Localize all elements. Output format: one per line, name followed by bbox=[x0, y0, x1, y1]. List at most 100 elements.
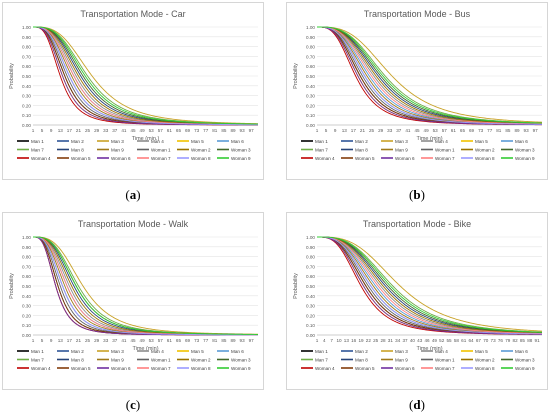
series-line-woman-8 bbox=[33, 236, 258, 336]
legend-label: Man 5 bbox=[191, 139, 204, 144]
series-line-woman-9 bbox=[317, 236, 543, 333]
y-tick-label: 0.90 bbox=[22, 35, 31, 40]
x-tick-label: 9 bbox=[50, 338, 53, 343]
legend-label: Woman 2 bbox=[191, 357, 211, 362]
series-line-woman-6 bbox=[317, 26, 542, 126]
legend-label: Man 9 bbox=[111, 357, 124, 362]
y-tick-label: 0.50 bbox=[306, 284, 315, 289]
y-tick-label: 0.30 bbox=[22, 94, 31, 99]
x-tick-label: 49 bbox=[140, 128, 146, 133]
legend-label: Woman 3 bbox=[515, 357, 535, 362]
x-tick-label: 19 bbox=[358, 338, 364, 343]
y-tick-label: 0.10 bbox=[22, 113, 31, 118]
legend-label: Man 1 bbox=[315, 349, 328, 354]
legend-label: Man 2 bbox=[355, 349, 368, 354]
legend-label: Woman 2 bbox=[475, 357, 495, 362]
x-tick-label: 1 bbox=[316, 128, 319, 133]
x-tick-label: 25 bbox=[369, 128, 375, 133]
legend-label: Woman 9 bbox=[515, 156, 535, 161]
x-tick-label: 58 bbox=[454, 338, 460, 343]
x-tick-label: 33 bbox=[387, 128, 393, 133]
x-tick-label: 53 bbox=[149, 338, 155, 343]
x-tick-label: 25 bbox=[373, 338, 379, 343]
x-tick-label: 53 bbox=[433, 128, 439, 133]
x-tick-label: 10 bbox=[336, 338, 342, 343]
sub-label-c: (c) bbox=[125, 397, 141, 412]
chart-walk: Transportation Mode - Walk 0.00 0.10 0.20 0.… bbox=[9, 219, 259, 371]
x-tick-label: 21 bbox=[360, 128, 366, 133]
x-tick-label: 1 bbox=[32, 338, 35, 343]
x-tick-label: 65 bbox=[176, 338, 182, 343]
legend-label: Man 2 bbox=[355, 139, 368, 144]
y-tick-label: 0.40 bbox=[22, 294, 31, 299]
sub-label-a: (a) bbox=[125, 187, 141, 202]
legend-label: Man 8 bbox=[355, 147, 368, 152]
x-tick-label: 1 bbox=[316, 338, 319, 343]
x-tick-label: 17 bbox=[351, 128, 357, 133]
legend-label: Woman 3 bbox=[231, 147, 251, 152]
x-tick-label: 73 bbox=[491, 338, 497, 343]
y-tick-label: 0.90 bbox=[22, 245, 31, 250]
y-tick-label: 1.00 bbox=[22, 25, 31, 30]
legend-label: Man 7 bbox=[31, 147, 44, 152]
x-tick-label: 5 bbox=[41, 338, 44, 343]
y-tick-label: 0.80 bbox=[22, 255, 31, 260]
x-tick-label: 45 bbox=[414, 128, 420, 133]
y-tick-label: 0.10 bbox=[22, 323, 31, 328]
x-tick-label: 89 bbox=[230, 128, 236, 133]
y-tick-label: 0.20 bbox=[306, 313, 315, 318]
x-tick-label: 41 bbox=[121, 128, 127, 133]
x-tick-label: 21 bbox=[76, 338, 82, 343]
legend-label: Woman 1 bbox=[151, 357, 171, 362]
chart-panel-bike: Transportation Mode - Bike 0.00 0.10 0.20 0.… bbox=[286, 212, 548, 390]
series-line-man-3 bbox=[317, 26, 543, 123]
x-tick-label: 93 bbox=[524, 128, 530, 133]
series-line-man-3 bbox=[33, 26, 259, 125]
legend-label: Man 8 bbox=[355, 357, 368, 362]
series-line-man-7 bbox=[317, 236, 543, 333]
x-tick-label: 41 bbox=[405, 128, 411, 133]
x-tick-label: 17 bbox=[67, 338, 73, 343]
x-tick-label: 64 bbox=[469, 338, 475, 343]
x-tick-label: 77 bbox=[487, 128, 493, 133]
series-line-woman-3 bbox=[317, 236, 543, 334]
x-tick-label: 91 bbox=[535, 338, 541, 343]
x-axis-label: Time (min) bbox=[416, 136, 442, 142]
legend-label: Man 1 bbox=[31, 349, 44, 354]
x-tick-label: 13 bbox=[58, 338, 64, 343]
x-axis-label: Time (min) bbox=[416, 346, 442, 352]
series-line-man-6 bbox=[317, 236, 543, 335]
x-tick-label: 9 bbox=[50, 128, 53, 133]
x-tick-label: 33 bbox=[103, 338, 109, 343]
y-tick-label: 1.00 bbox=[306, 25, 315, 30]
y-tick-label: 1.00 bbox=[306, 235, 315, 240]
legend-label: Woman 3 bbox=[515, 147, 535, 152]
legend-label: Man 7 bbox=[315, 357, 328, 362]
x-tick-label: 37 bbox=[112, 338, 118, 343]
y-tick-label: 0.70 bbox=[22, 264, 31, 269]
x-tick-label: 89 bbox=[514, 128, 520, 133]
legend-label: Man 1 bbox=[31, 139, 44, 144]
x-tick-label: 97 bbox=[533, 128, 539, 133]
x-tick-label: 77 bbox=[203, 338, 209, 343]
y-tick-label: 0.50 bbox=[306, 74, 315, 79]
legend-label: Woman 7 bbox=[435, 366, 455, 371]
y-tick-label: 0.70 bbox=[306, 264, 315, 269]
legend-label: Woman 5 bbox=[355, 156, 375, 161]
legend-label: Man 5 bbox=[191, 349, 204, 354]
legend-label: Woman 6 bbox=[111, 366, 131, 371]
series-line-woman-6 bbox=[317, 236, 543, 335]
x-tick-label: 40 bbox=[410, 338, 416, 343]
legend-label: Woman 8 bbox=[475, 156, 495, 161]
legend-label: Woman 7 bbox=[151, 156, 171, 161]
x-tick-label: 81 bbox=[212, 128, 218, 133]
x-tick-label: 37 bbox=[396, 128, 402, 133]
x-tick-label: 73 bbox=[194, 128, 200, 133]
series-line-woman-9 bbox=[317, 26, 543, 124]
series-line-woman-2 bbox=[317, 26, 543, 125]
x-tick-label: 53 bbox=[149, 128, 155, 133]
x-tick-label: 57 bbox=[158, 128, 164, 133]
x-tick-label: 67 bbox=[476, 338, 482, 343]
legend-label: Man 9 bbox=[395, 357, 408, 362]
legend-label: Woman 8 bbox=[191, 156, 211, 161]
